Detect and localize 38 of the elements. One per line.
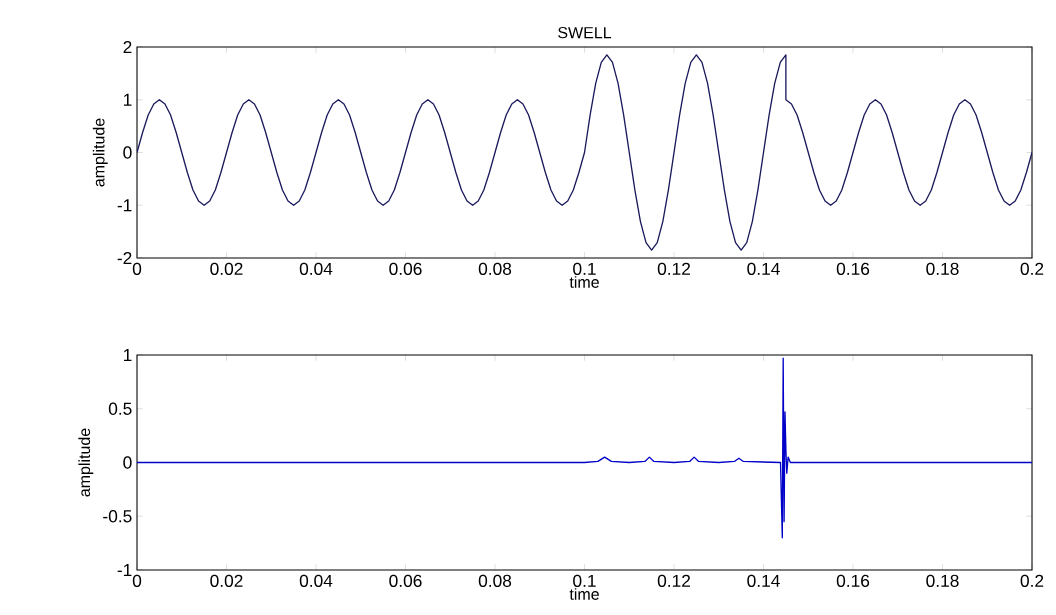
- x-axis-title: time: [569, 588, 599, 600]
- x-tick-label: 0.14: [747, 262, 780, 275]
- x-tick-label: 0.08: [478, 574, 512, 587]
- y-axis-title: amplitude: [92, 118, 108, 187]
- x-tick-label: 0.04: [299, 262, 333, 275]
- x-tick-label: 0.12: [657, 574, 690, 587]
- x-tick-label: 0.04: [299, 574, 333, 587]
- x-tick-label: 0.12: [657, 262, 690, 275]
- x-tick-label: 0.16: [836, 262, 870, 275]
- x-tick-label: 0.18: [926, 262, 959, 275]
- y-tick-label: 2: [123, 40, 132, 54]
- y-tick-label: -0.5: [103, 510, 132, 523]
- x-tick-label: 0.02: [210, 574, 243, 587]
- x-tick-label: 0.18: [926, 574, 959, 587]
- x-tick-label: 0.2: [1020, 574, 1044, 587]
- y-tick-label: 0: [123, 456, 132, 469]
- x-tick-label: 0.16: [836, 574, 870, 587]
- x-tick-label: 0.06: [389, 262, 422, 275]
- y-tick-label: 1: [123, 349, 132, 361]
- y-tick-label: 0: [123, 146, 132, 159]
- x-tick-label: 0.1: [573, 262, 596, 275]
- x-tick-label: 0: [132, 262, 142, 275]
- x-axis-title: time: [569, 276, 599, 288]
- x-tick-label: 0.14: [747, 574, 780, 587]
- x-tick-label: 0.08: [478, 262, 512, 275]
- y-axis-title: amplitude: [78, 428, 94, 497]
- chart-title: SWELL: [558, 26, 612, 39]
- line-series: [137, 357, 1033, 539]
- y-tick-label: -1: [117, 564, 132, 576]
- x-tick-label: 0.1: [573, 574, 596, 587]
- y-tick-label: -2: [117, 251, 132, 265]
- y-tick-label: 0.5: [108, 402, 132, 415]
- x-tick-label: 0.02: [210, 262, 243, 275]
- y-tick-label: 1: [123, 93, 132, 106]
- x-tick-label: 0.2: [1020, 262, 1044, 275]
- x-tick-label: 0.06: [389, 574, 422, 587]
- x-tick-label: 0: [132, 574, 142, 587]
- y-tick-label: -1: [117, 199, 132, 212]
